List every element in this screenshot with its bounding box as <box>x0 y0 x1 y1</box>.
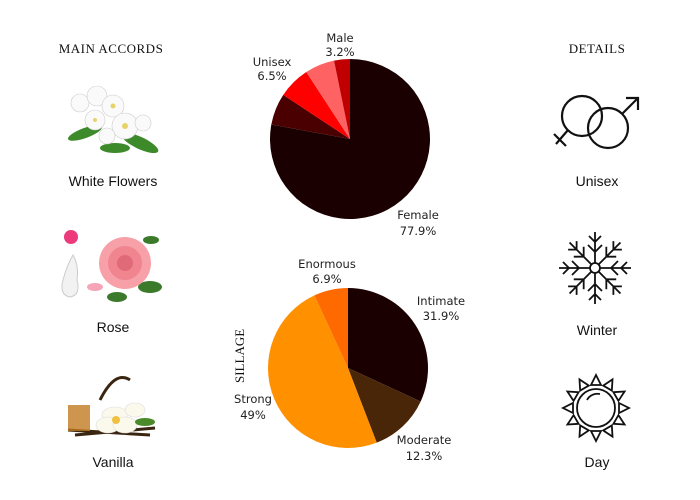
pie-value-enormous: 6.9% <box>312 272 341 286</box>
detail-label-winter: Winter <box>576 322 618 338</box>
sillage-axis-title: SILLAGE <box>232 328 247 383</box>
vanilla-image <box>67 376 156 437</box>
pie-slice-male <box>334 59 350 139</box>
pie-value-moderate: 12.3% <box>406 449 443 463</box>
sun-icon <box>560 372 632 444</box>
pie-slice-intimate <box>348 288 428 402</box>
gender-symbols-icon <box>553 94 640 150</box>
sillage-pie-chart <box>267 288 428 449</box>
pie-label-intimate: Intimate <box>417 294 465 308</box>
accord-label-white-flowers: White Flowers <box>68 173 158 189</box>
pie-value-male: 3.2% <box>325 45 354 59</box>
details-heading: DETAILS <box>568 41 626 56</box>
accord-label-rose: Rose <box>96 319 130 335</box>
pie-slice-unlabeled-3 <box>306 60 350 139</box>
pie-value-strong: 49% <box>240 408 266 422</box>
pie-slice-enormous <box>314 288 348 368</box>
pie-slice-strong <box>267 295 377 449</box>
accord-label-vanilla: Vanilla <box>92 454 134 470</box>
main-accords-heading: MAIN ACCORDS <box>58 41 164 56</box>
detail-label-day: Day <box>584 454 610 470</box>
pie-value-intimate: 31.9% <box>423 309 460 323</box>
pie-label-unisex: Unisex <box>253 55 292 69</box>
pie-slice-unisex <box>283 71 350 139</box>
snowflake-icon <box>558 232 632 305</box>
white-flowers-image <box>67 85 159 154</box>
detail-label-unisex: Unisex <box>575 173 619 189</box>
pie-value-female: 77.9% <box>400 224 437 238</box>
pie-label-enormous: Enormous <box>298 257 356 271</box>
rose-image <box>61 230 162 302</box>
pie-label-male: Male <box>326 31 353 45</box>
pie-value-unisex: 6.5% <box>257 69 286 83</box>
pie-label-moderate: Moderate <box>397 433 452 447</box>
pie-slice-moderate <box>348 368 421 443</box>
gender-pie-chart <box>269 59 430 219</box>
pie-slice-unlabeled-1 <box>271 94 350 139</box>
pie-slice-female <box>269 59 430 219</box>
pie-label-female: Female <box>397 208 439 222</box>
pie-label-strong: Strong <box>234 392 272 406</box>
